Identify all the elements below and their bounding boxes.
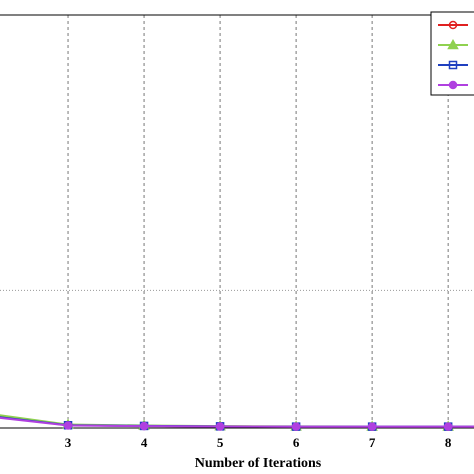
x-tick-label: 4: [141, 435, 148, 450]
x-tick-label: 5: [217, 435, 224, 450]
point: [215, 422, 225, 431]
x-tick-label: 8: [445, 435, 452, 450]
point: [443, 422, 453, 431]
x-axis-label: Number of Iterations: [195, 456, 322, 471]
x-tick-label: 6: [293, 435, 300, 450]
point: [63, 421, 73, 430]
legend-marker: [448, 20, 458, 30]
point: [291, 422, 301, 431]
series-line: [0, 416, 474, 428]
x-tick-label: 7: [369, 435, 376, 450]
x-tick-label: 3: [65, 435, 72, 450]
legend-marker: [448, 60, 458, 70]
legend: [430, 11, 474, 96]
legend-marker: [447, 38, 459, 50]
point: [139, 421, 149, 431]
point: [367, 422, 377, 431]
legend-marker: [448, 80, 458, 90]
